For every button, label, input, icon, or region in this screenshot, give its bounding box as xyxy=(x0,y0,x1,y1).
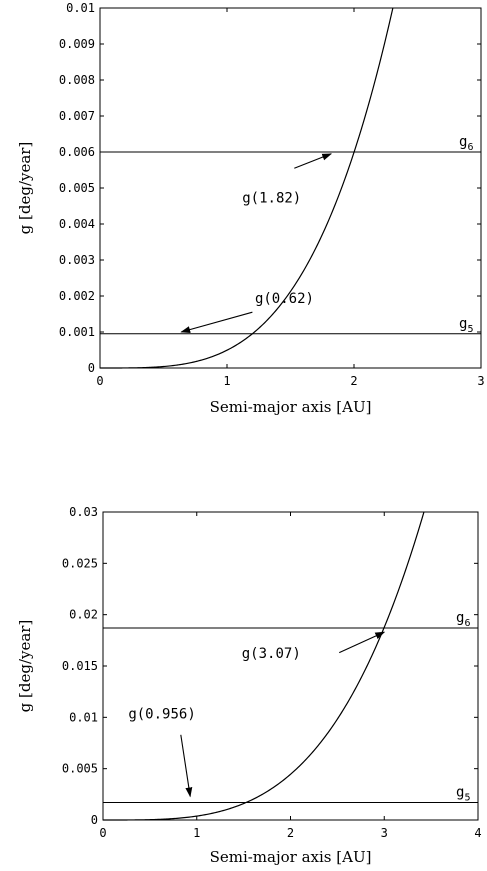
chart-1-hline-label-g5: g5 xyxy=(456,785,470,804)
chart-1-y-tick-label: 0.03 xyxy=(69,505,98,519)
chart-0-hline-label-sub: 6 xyxy=(467,142,473,153)
chart-bottom: 0 1 2 3 4 0 0.005 0.01 0.015 0.02 0.025 0.03 Semi-ma… xyxy=(16,505,482,866)
chart-0-annotation-arrow xyxy=(294,153,333,169)
chart-0-frame xyxy=(99,7,482,369)
chart-0-hline-label-g6: g6 xyxy=(459,134,473,153)
chart-1-x-axis-label: Semi-major axis [AU] xyxy=(210,848,372,866)
chart-0-y-tick-label: 0.002 xyxy=(59,289,95,303)
chart-0-x-tick-label: 3 xyxy=(477,374,484,388)
chart-1-hline-label-main: g xyxy=(456,610,464,626)
chart-0-y-tick-label: 0.009 xyxy=(59,37,95,51)
chart-1-y-tick-label: 0.01 xyxy=(69,710,98,724)
chart-1-annotation-arrow xyxy=(339,631,386,654)
chart-0-y-tick-label: 0.01 xyxy=(66,1,95,15)
chart-0-y-tick-label: 0.007 xyxy=(59,109,95,123)
chart-0-series-curve xyxy=(100,7,394,369)
chart-0-y-tick-label: 0.005 xyxy=(59,181,95,195)
chart-0-hline-label-sub: 5 xyxy=(467,324,473,335)
chart-0-y-tick-label: 0 xyxy=(88,361,95,375)
chart-0-x-tick-label: 2 xyxy=(350,374,357,388)
chart-0-annotation-label: g(1.82) xyxy=(242,190,301,206)
chart-0-annotation-label: g(0.62) xyxy=(255,291,314,307)
chart-1-y-axis-label: g [deg/year] xyxy=(16,620,34,713)
chart-1-hline-label-sub: 5 xyxy=(464,793,470,804)
chart-0-hline-label-main: g xyxy=(459,134,467,150)
chart-1-x-tick-label: 2 xyxy=(287,826,294,840)
chart-0-x-axis-label: Semi-major axis [AU] xyxy=(210,398,372,416)
chart-1-y-tick-label: 0 xyxy=(91,813,98,827)
chart-1-annotation-arrow xyxy=(180,734,193,798)
chart-1-x-tick-label: 1 xyxy=(193,826,200,840)
chart-0-hline-label-g5: g5 xyxy=(459,316,473,335)
chart-1-y-tick-label: 0.025 xyxy=(62,556,98,570)
chart-0-x-tick-label: 1 xyxy=(223,374,230,388)
chart-1-series-curve xyxy=(103,511,425,821)
chart-top: 0 1 2 3 0 0.001 0.002 0.003 0.004 0.005 0.006 0.007… xyxy=(16,1,485,416)
chart-0-y-tick-label: 0.003 xyxy=(59,253,95,267)
chart-0-x-tick-label: 0 xyxy=(96,374,103,388)
chart-1-y-tick-label: 0.02 xyxy=(69,608,98,622)
chart-1-x-tick-label: 0 xyxy=(99,826,106,840)
chart-0-hline-label-main: g xyxy=(459,316,467,332)
chart-0-y-tick-label: 0.001 xyxy=(59,325,95,339)
chart-1-annotation-label: g(3.07) xyxy=(242,646,301,662)
chart-1-hline-label-g6: g6 xyxy=(456,610,470,629)
chart-1-hline-label-main: g xyxy=(456,785,464,801)
chart-1-x-tick-label: 3 xyxy=(381,826,388,840)
chart-0-y-axis-label: g [deg/year] xyxy=(16,142,34,235)
chart-0-annotation-arrow xyxy=(180,311,253,333)
chart-1-x-tick-label: 4 xyxy=(474,826,481,840)
chart-0-y-tick-label: 0.008 xyxy=(59,73,95,87)
chart-1-y-tick-label: 0.005 xyxy=(62,762,98,776)
chart-1-annotation-label: g(0.956) xyxy=(128,706,195,722)
chart-1-hline-label-sub: 6 xyxy=(464,618,470,629)
chart-0-y-tick-label: 0.004 xyxy=(59,217,95,231)
chart-1-y-tick-label: 0.015 xyxy=(62,659,98,673)
chart-0-y-tick-label: 0.006 xyxy=(59,145,95,159)
